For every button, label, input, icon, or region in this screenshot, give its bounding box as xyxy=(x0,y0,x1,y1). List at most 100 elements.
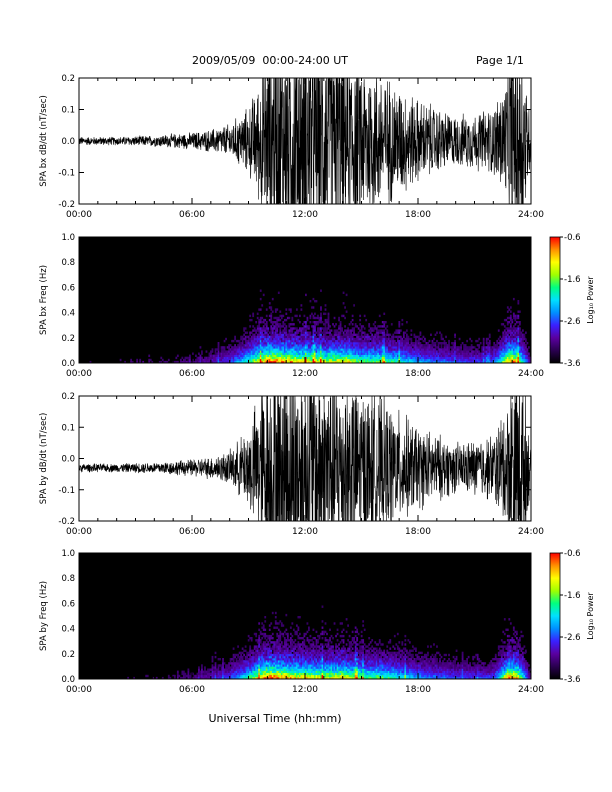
spectrogram-cell xyxy=(246,331,249,334)
spectrogram-cell xyxy=(470,360,473,364)
spectrogram-cell xyxy=(229,348,232,351)
spectrogram-cell xyxy=(509,318,512,322)
spectrogram-cell xyxy=(466,356,469,360)
spectrogram-cell xyxy=(359,360,362,364)
spectrogram-cell xyxy=(320,660,322,663)
spectrogram-cell xyxy=(295,339,298,343)
spectrogram-cell xyxy=(256,356,259,360)
spectrogram-cell xyxy=(252,337,255,341)
spectrogram-cell xyxy=(467,350,470,353)
spectrogram-cell xyxy=(318,348,321,351)
spectrogram-cell xyxy=(422,346,425,349)
spectrogram-cell xyxy=(253,346,256,349)
spectrogram-cell xyxy=(279,358,282,362)
spectrogram-cell xyxy=(298,335,301,339)
spectrogram-cell xyxy=(303,674,306,678)
spectrogram-cell xyxy=(509,356,512,360)
spectrogram-cell xyxy=(289,327,292,330)
y-tick-label: 0.2 xyxy=(61,74,75,84)
spectrogram-cell xyxy=(342,662,345,665)
x-tick-label: 00:00 xyxy=(66,210,92,220)
spectrogram-cell xyxy=(271,672,274,676)
spectrogram-cell xyxy=(188,356,191,360)
spectrogram-cell xyxy=(357,339,360,343)
spectrogram-cell xyxy=(240,350,243,353)
spectrogram-cell xyxy=(207,356,209,360)
spectrogram-cell xyxy=(315,331,318,334)
spectrogram-cell xyxy=(517,342,520,345)
spectrogram-cell xyxy=(289,649,292,652)
spectrogram-cell xyxy=(383,325,386,328)
spectrogram-cell xyxy=(262,348,265,351)
spectrogram-cell xyxy=(508,321,511,324)
spectrogram-cell xyxy=(408,358,411,362)
spectrogram-cell xyxy=(342,314,345,318)
spectrogram-cell xyxy=(448,350,450,353)
spectrogram-cell xyxy=(451,348,453,351)
spectrogram-cell xyxy=(291,333,294,336)
spectrogram-cell xyxy=(449,358,452,362)
spectrogram-cell xyxy=(300,354,303,357)
spectrogram-cell xyxy=(300,327,303,330)
x-tick-label: 00:00 xyxy=(66,527,92,537)
spectrogram-cell xyxy=(329,350,331,353)
spectrogram-cell xyxy=(485,356,488,360)
spectrogram-cell xyxy=(326,643,328,646)
spectrogram-cell xyxy=(205,360,208,364)
spectrogram-cell xyxy=(414,350,417,353)
spectrogram-cell xyxy=(264,360,267,364)
spectrogram-cell xyxy=(410,344,413,347)
spectrogram-cell xyxy=(252,325,255,328)
spectrogram-cell xyxy=(240,658,243,661)
spectrogram-cell xyxy=(294,666,297,669)
spectrogram-cell xyxy=(324,327,327,330)
spectrogram-cell xyxy=(345,342,348,345)
spectrogram-cell xyxy=(344,348,346,351)
spectrogram-cell xyxy=(404,331,407,334)
spectrogram-cell xyxy=(407,339,410,343)
spectrogram-cell xyxy=(488,360,491,364)
spectrogram-cell xyxy=(336,664,339,667)
spectrogram-cell xyxy=(344,672,346,676)
spectrogram-cell xyxy=(365,342,368,345)
spectrogram-cell xyxy=(344,658,346,661)
spectrogram-cell xyxy=(268,668,271,671)
spectrogram-cell xyxy=(298,647,301,650)
spectrogram-cell xyxy=(308,628,310,631)
spectrogram-cell xyxy=(496,356,499,360)
spectrogram-cell xyxy=(235,668,238,671)
spectrogram-cell xyxy=(253,356,256,360)
spectrogram-cell xyxy=(320,329,322,332)
spectrogram-cell xyxy=(256,660,259,663)
spectrogram-cell xyxy=(271,674,274,678)
spectrogram-cell xyxy=(249,354,252,357)
spectrogram-cell xyxy=(256,655,259,659)
spectrogram-cell xyxy=(481,348,484,351)
spectrogram-cell xyxy=(478,352,481,355)
spectrogram-cell xyxy=(341,335,343,339)
spectrogram-cell xyxy=(262,358,265,362)
spectrogram-cell xyxy=(317,354,319,357)
spectrogram-cell xyxy=(362,358,365,362)
spectrogram-cell xyxy=(421,344,423,347)
spectrogram-cell xyxy=(371,360,374,364)
spectrogram-cell xyxy=(330,655,333,659)
spectrogram-cell xyxy=(460,354,462,357)
spectrogram-cell xyxy=(214,356,217,360)
spectrogram-cell xyxy=(333,342,336,345)
spectrogram-cell xyxy=(190,672,193,676)
spectrogram-cell xyxy=(350,666,353,669)
spectrogram-cell xyxy=(314,672,316,676)
spectrogram-cell xyxy=(306,637,309,640)
spectrogram-cell xyxy=(267,327,270,330)
spectrogram-cell xyxy=(520,356,523,360)
spectrogram-cell xyxy=(467,346,470,349)
spectrogram-cell xyxy=(196,674,199,678)
spectrogram-cell xyxy=(521,342,524,345)
spectrogram-cell xyxy=(469,358,472,362)
spectrogram-cell xyxy=(285,645,288,648)
spectrogram-cell xyxy=(297,658,300,661)
spectrogram-cell xyxy=(381,360,384,364)
spectrogram-cell xyxy=(342,358,345,362)
spectrogram-cell xyxy=(405,348,408,351)
